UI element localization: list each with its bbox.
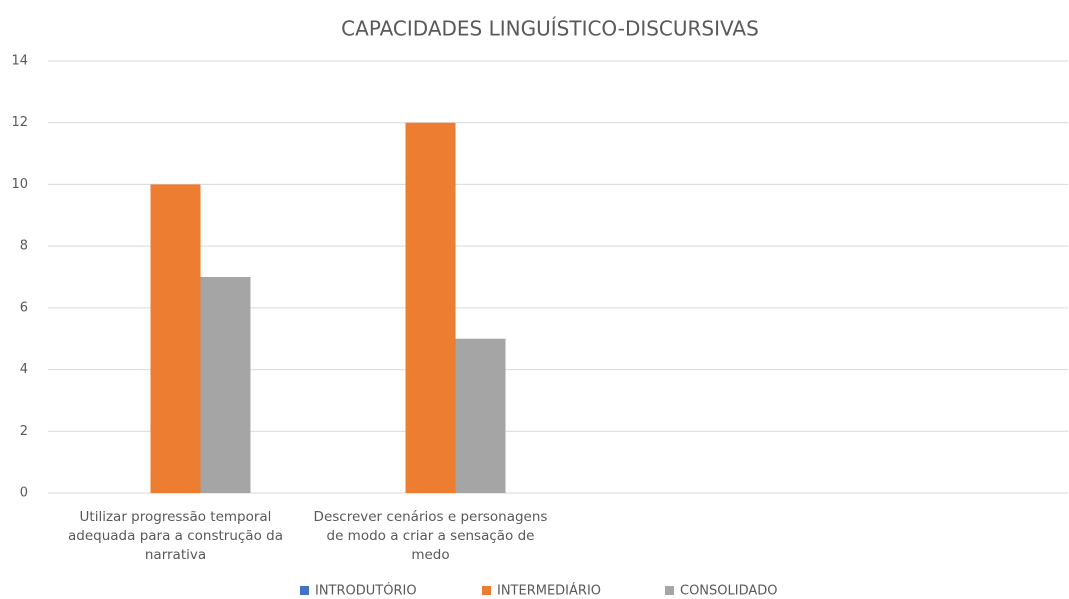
x-tick-label: Utilizar progressão temporal adequada pa…: [68, 509, 283, 563]
legend-label: INTERMEDIÁRIO: [497, 583, 601, 599]
legend-label: INTRODUTÓRIO: [315, 583, 417, 599]
bar: [455, 338, 506, 493]
y-tick-label: 6: [20, 300, 28, 315]
y-tick-label: 4: [20, 362, 28, 377]
chart-title: CAPACIDADES LINGUÍSTICO-DISCURSIVAS: [341, 17, 759, 41]
bar: [200, 277, 251, 493]
bar: [405, 122, 456, 493]
y-tick-label: 0: [20, 486, 28, 501]
bar: [150, 184, 201, 493]
legend-marker: [300, 586, 309, 595]
y-tick-label: 14: [11, 54, 28, 69]
legend-marker: [482, 586, 491, 595]
y-tick-label: 2: [20, 424, 28, 439]
legend-label: CONSOLIDADO: [680, 584, 778, 599]
x-tick-label: Descrever cenários e personagens de modo…: [313, 509, 548, 563]
legend-marker: [665, 586, 674, 595]
y-tick-label: 10: [11, 177, 28, 192]
y-tick-label: 12: [11, 115, 28, 130]
y-tick-label: 8: [20, 239, 28, 254]
